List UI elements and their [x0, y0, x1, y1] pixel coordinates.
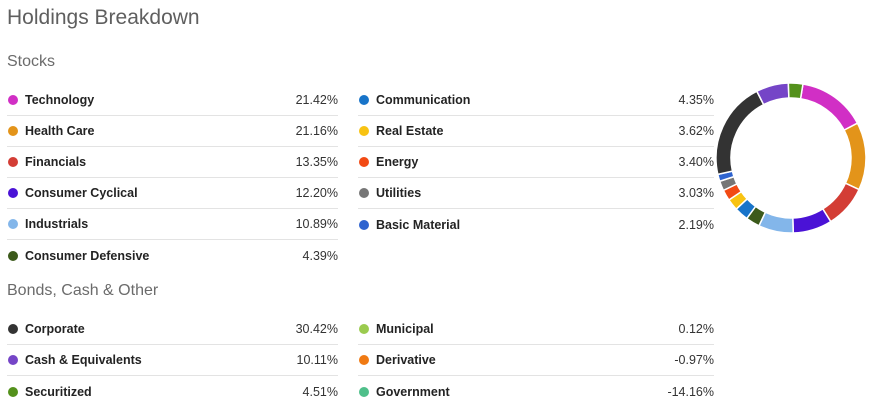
holding-label: Financials	[25, 155, 87, 169]
legend-dot-icon	[8, 386, 18, 397]
donut-segment	[787, 82, 804, 100]
stocks-left-column: Technology 21.42% Health Care 21.16% Financi…	[7, 85, 338, 271]
holding-label: Energy	[376, 155, 419, 169]
holding-label: Utilities	[376, 186, 422, 200]
holding-value: 4.35%	[678, 93, 714, 107]
holding-value: -14.16%	[667, 384, 714, 399]
legend-dot-icon	[359, 386, 369, 397]
legend-dot-icon	[8, 324, 18, 334]
holding-value: 3.62%	[678, 124, 714, 138]
holding-value: 10.89%	[295, 217, 338, 231]
holdings-donut-chart	[715, 82, 867, 234]
holding-row: Corporate 30.42%	[7, 314, 338, 345]
holding-value: 0.12%	[678, 322, 714, 336]
legend-dot-icon	[359, 188, 369, 198]
holding-row: Communication 4.35%	[358, 85, 714, 116]
holding-label: Cash & Equivalents	[25, 353, 142, 367]
holding-label: Consumer Defensive	[25, 248, 150, 263]
donut-segment	[755, 82, 790, 106]
holding-row: Utilities 3.03%	[358, 178, 714, 209]
holding-value: 2.19%	[678, 217, 714, 232]
legend-dot-icon	[359, 219, 369, 230]
holding-value: 30.42%	[295, 322, 338, 336]
holding-value: 3.40%	[678, 155, 714, 169]
holding-row: Real Estate 3.62%	[358, 116, 714, 147]
holding-value: 21.16%	[295, 124, 338, 138]
donut-segment	[799, 83, 859, 132]
holding-label: Basic Material	[376, 217, 461, 232]
holding-label: Derivative	[376, 353, 436, 367]
holding-label: Municipal	[376, 322, 434, 336]
holding-label: Real Estate	[376, 124, 444, 138]
legend-dot-icon	[8, 219, 18, 229]
legend-dot-icon	[359, 157, 369, 167]
legend-dot-icon	[359, 126, 369, 136]
holding-row: Derivative -0.97%	[358, 345, 714, 376]
holding-row: Technology 21.42%	[7, 85, 338, 116]
legend-dot-icon	[359, 324, 369, 334]
holding-label: Securitized	[25, 384, 92, 399]
holding-row: Cash & Equivalents 10.11%	[7, 345, 338, 376]
holding-label: Government	[376, 384, 450, 399]
holding-value: 4.39%	[302, 248, 338, 263]
holding-row: Consumer Defensive 4.39%	[7, 240, 338, 271]
legend-dot-icon	[8, 157, 18, 167]
holding-row: Government -14.16%	[358, 376, 714, 407]
stocks-section-title: Stocks	[7, 53, 56, 70]
legend-dot-icon	[8, 95, 18, 105]
legend-dot-icon	[359, 95, 369, 105]
holding-value: 4.51%	[302, 384, 338, 399]
holding-row: Energy 3.40%	[358, 147, 714, 178]
holding-row: Municipal 0.12%	[358, 314, 714, 345]
donut-segment	[843, 122, 867, 191]
stocks-table: Technology 21.42% Health Care 21.16% Financi…	[7, 85, 714, 271]
holding-row: Basic Material 2.19%	[358, 209, 714, 240]
legend-dot-icon	[8, 355, 18, 365]
holding-value: 13.35%	[295, 155, 338, 169]
legend-dot-icon	[359, 355, 369, 365]
holding-row: Securitized 4.51%	[7, 376, 338, 407]
bonds-section-title: Bonds, Cash & Other	[7, 282, 159, 299]
bonds-table: Corporate 30.42% Cash & Equivalents 10.11% S…	[7, 314, 714, 407]
holding-value: -0.97%	[674, 353, 714, 367]
legend-dot-icon	[8, 250, 18, 261]
holding-label: Technology	[25, 93, 95, 107]
legend-dot-icon	[8, 126, 18, 136]
holding-row: Financials 13.35%	[7, 147, 338, 178]
bonds-right-column: Municipal 0.12% Derivative -0.97% Government…	[358, 314, 714, 407]
stocks-right-column: Communication 4.35% Real Estate 3.62% Energy…	[358, 85, 714, 271]
holding-row: Industrials 10.89%	[7, 209, 338, 240]
holding-label: Industrials	[25, 217, 89, 231]
holding-value: 12.20%	[295, 186, 338, 200]
holding-label: Consumer Cyclical	[25, 186, 138, 200]
holding-label: Communication	[376, 93, 471, 107]
holding-label: Corporate	[25, 322, 85, 336]
holding-value: 3.03%	[678, 186, 714, 200]
holding-row: Consumer Cyclical 12.20%	[7, 178, 338, 209]
donut-segment	[715, 90, 765, 176]
legend-dot-icon	[8, 188, 18, 198]
donut-segment	[792, 207, 832, 234]
holding-value: 10.11%	[296, 353, 338, 367]
holding-label: Health Care	[25, 124, 95, 138]
holding-value: 21.42%	[295, 93, 338, 107]
bonds-left-column: Corporate 30.42% Cash & Equivalents 10.11% S…	[7, 314, 338, 407]
page-title: Holdings Breakdown	[7, 6, 200, 29]
holding-row: Health Care 21.16%	[7, 116, 338, 147]
donut-segment	[821, 182, 861, 223]
